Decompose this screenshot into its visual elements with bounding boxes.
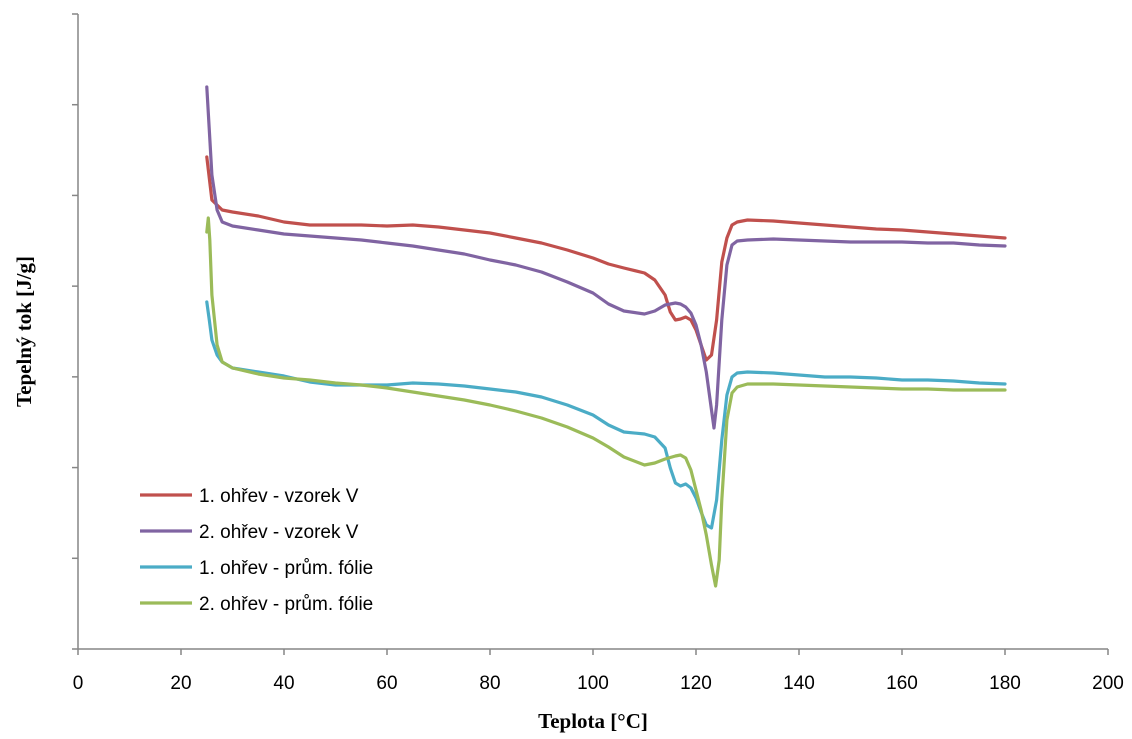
x-tick-label: 120 <box>680 673 712 694</box>
x-tick-label: 20 <box>170 673 191 694</box>
x-tick-label: 80 <box>479 673 500 694</box>
axes: 0 20 40 60 80 100 120 140 160 180 200 <box>72 13 1124 694</box>
series-line-2 <box>205 85 1007 430</box>
legend-label-2: 2. ohřev - vzorek V <box>199 522 359 543</box>
series-layer <box>205 85 1007 588</box>
x-tick-label: 200 <box>1092 673 1124 694</box>
legend: 1. ohřev - vzorek V 2. ohřev - vzorek V 1.… <box>140 486 373 615</box>
x-tick-label: 60 <box>376 673 397 694</box>
series-line-4 <box>205 216 1007 588</box>
y-axis-title: Tepelný tok [J/g] <box>12 256 36 407</box>
x-axis-title: Teplota [°C] <box>538 709 648 733</box>
series-line-1 <box>205 155 1007 362</box>
x-tick-label: 0 <box>73 673 84 694</box>
x-tick-label: 40 <box>273 673 294 694</box>
legend-label-1: 1. ohřev - vzorek V <box>199 486 359 507</box>
x-tick-label: 140 <box>783 673 815 694</box>
legend-label-4: 2. ohřev - prům. fólie <box>199 594 373 615</box>
legend-label-3: 1. ohřev - prům. fólie <box>199 558 373 579</box>
x-tick-label: 100 <box>577 673 609 694</box>
x-tick-label: 180 <box>989 673 1021 694</box>
x-tick-label: 160 <box>886 673 918 694</box>
